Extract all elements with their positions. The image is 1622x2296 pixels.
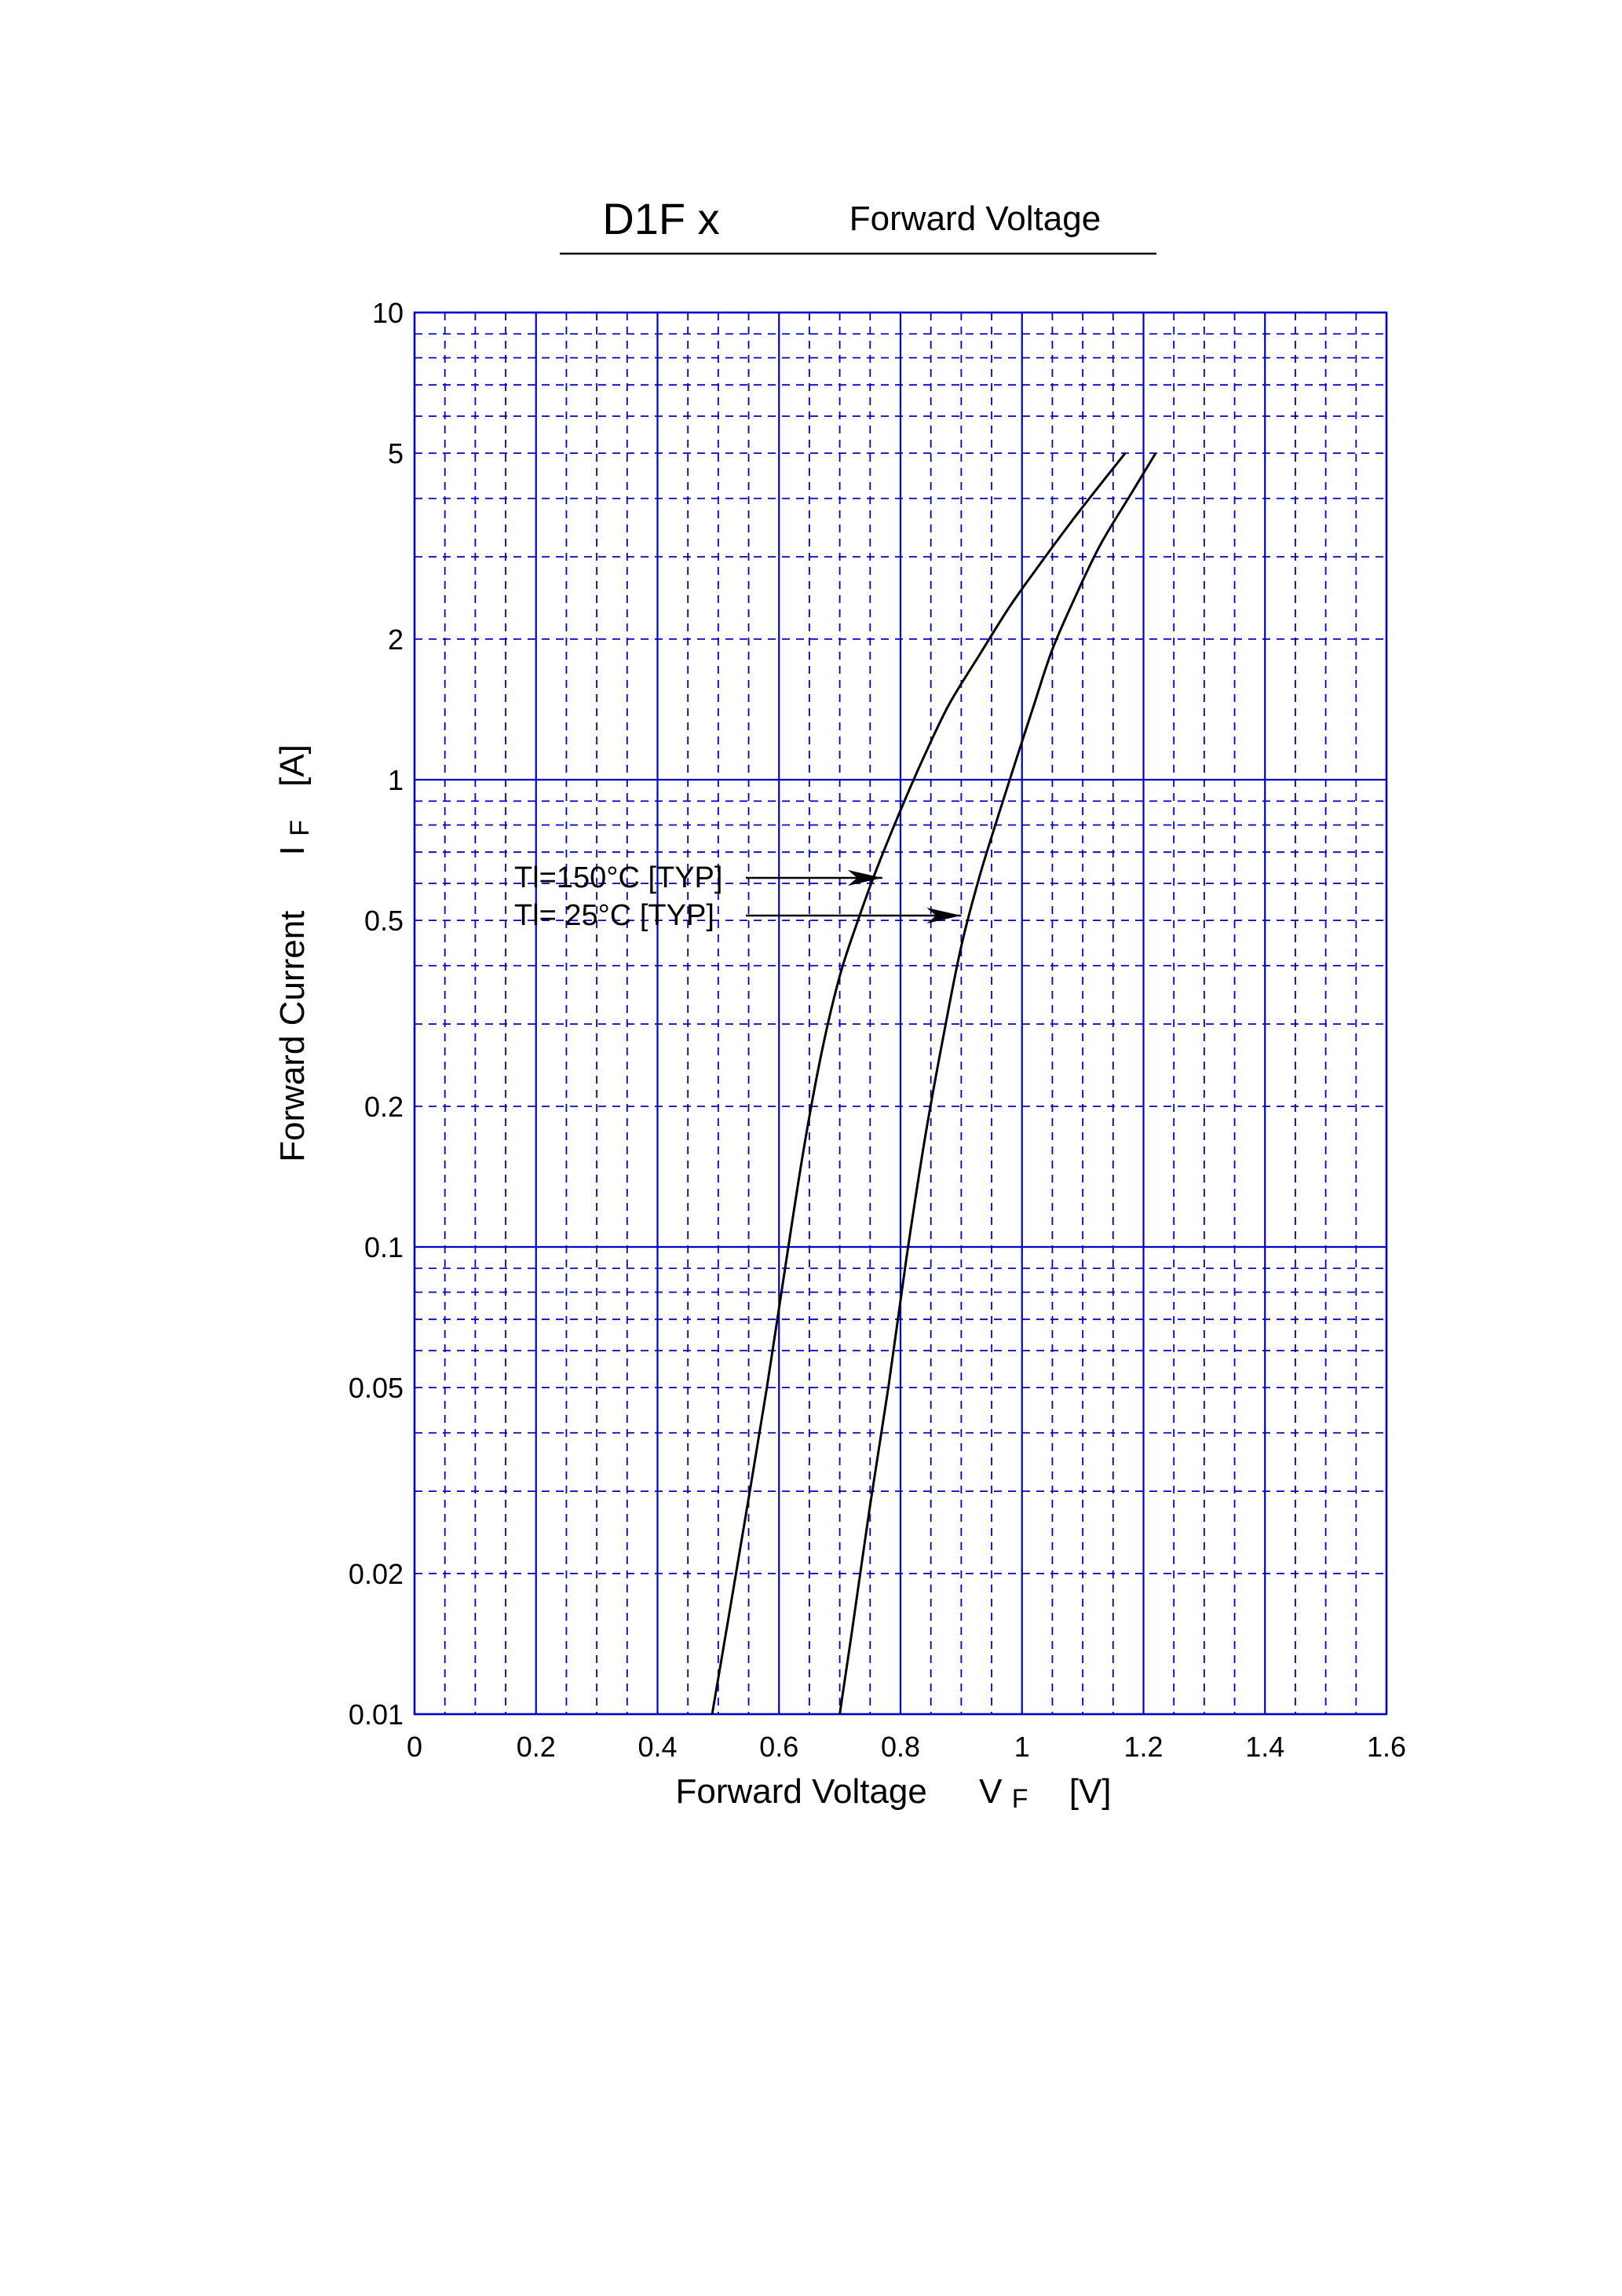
x-axis-label-symbol: V <box>979 1772 1003 1811</box>
x-axis-label: Forward Voltage V F [V] <box>675 1772 1111 1815</box>
annotations: Tl=150°C [TYP] Tl= 25°C [TYP] <box>514 861 962 932</box>
x-tick-label: 0.6 <box>759 1731 798 1763</box>
curves <box>711 452 1157 1715</box>
x-tick-labels: 0 0.2 0.4 0.6 0.8 1 1.2 1.4 1.6 <box>407 1731 1406 1763</box>
plot-frame <box>413 311 1388 1716</box>
y-axis-label: Forward Current I F [A] <box>273 744 316 1162</box>
grid-major <box>413 311 1388 1716</box>
y-tick-label: 10 <box>372 297 404 329</box>
y-axis-label-subscript: F <box>285 820 315 836</box>
y-tick-label: 0.1 <box>364 1231 404 1263</box>
y-tick-label: 1 <box>388 764 404 796</box>
y-tick-label: 2 <box>388 623 404 656</box>
chart-title: Forward Voltage <box>849 199 1101 238</box>
x-tick-label: 1.6 <box>1367 1731 1406 1763</box>
x-tick-label: 1.2 <box>1123 1731 1163 1763</box>
y-tick-labels: 0.01 0.02 0.05 0.1 0.2 0.5 1 2 5 10 <box>349 297 404 1731</box>
x-tick-label: 1.4 <box>1245 1731 1284 1763</box>
y-tick-label: 0.01 <box>349 1698 404 1731</box>
x-tick-label: 0.8 <box>881 1731 920 1763</box>
x-tick-label: 0.4 <box>637 1731 677 1763</box>
curve-25c <box>838 452 1157 1715</box>
annotation-label-150c: Tl=150°C [TYP] <box>514 861 722 894</box>
y-tick-label: 0.5 <box>364 905 404 937</box>
x-tick-label: 0.2 <box>517 1731 556 1763</box>
y-tick-label: 0.05 <box>349 1372 404 1404</box>
y-axis-label-unit: [A] <box>273 744 312 787</box>
x-axis-label-main: Forward Voltage <box>675 1772 926 1811</box>
y-tick-label: 0.2 <box>364 1091 404 1123</box>
x-axis-label-subscript: F <box>1012 1784 1028 1814</box>
y-axis-label-symbol: I <box>273 846 312 855</box>
y-tick-label: 0.02 <box>349 1558 404 1590</box>
x-axis-label-unit: [V] <box>1069 1772 1112 1811</box>
x-tick-label: 0 <box>407 1731 422 1763</box>
y-axis-label-main: Forward Current <box>273 911 312 1162</box>
annotation-label-25c: Tl= 25°C [TYP] <box>514 899 714 932</box>
x-tick-label: 1 <box>1014 1731 1030 1763</box>
part-number: D1F x <box>602 194 719 243</box>
y-tick-label: 5 <box>388 437 404 470</box>
curve-150c <box>711 452 1127 1715</box>
